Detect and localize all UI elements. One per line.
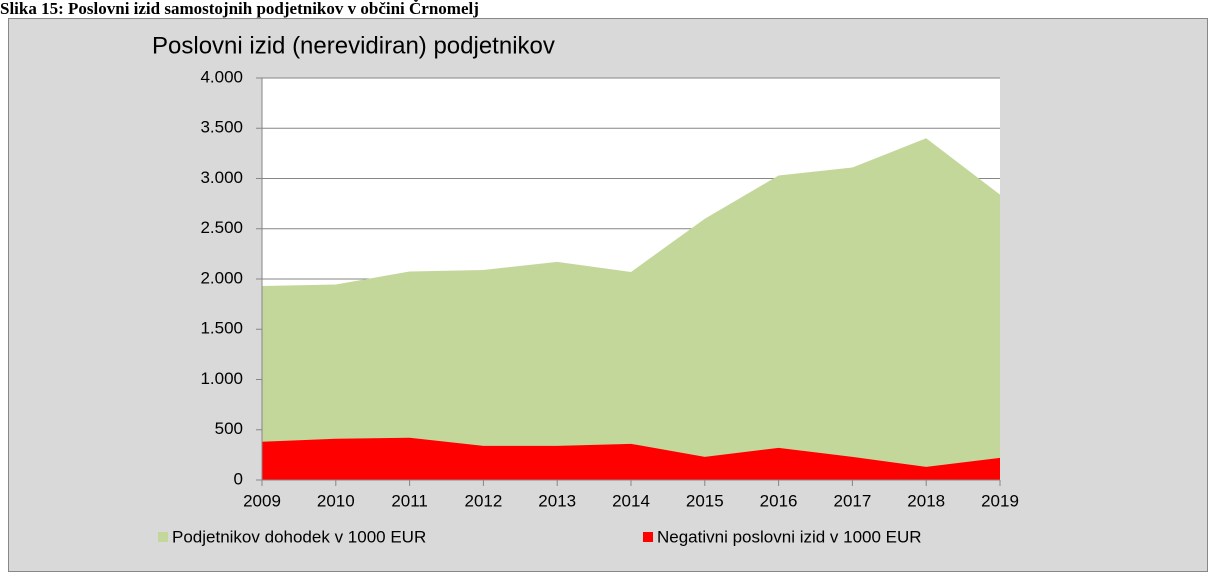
- y-tick-label: 500: [215, 419, 243, 438]
- x-tick-label: 2011: [391, 491, 428, 510]
- area: [262, 437, 1000, 480]
- y-tick-label: 1.500: [200, 319, 243, 338]
- legend-label: Podjetnikov dohodek v 1000 EUR: [172, 527, 426, 546]
- x-tick-label: 2014: [612, 491, 650, 510]
- y-tick-label: 2.500: [200, 218, 243, 237]
- x-tick-label: 2012: [464, 491, 502, 510]
- chart-title: Poslovni izid (nerevidiran) podjetnikov: [152, 32, 555, 59]
- y-tick-label: 2.000: [200, 268, 243, 287]
- x-tick-label: 2017: [833, 491, 871, 510]
- x-tick-label: 2010: [317, 491, 355, 510]
- y-tick-label: 0: [234, 469, 243, 488]
- x-tick-label: 2018: [907, 491, 945, 510]
- area: [262, 138, 1000, 481]
- x-tick-label: 2019: [981, 491, 1019, 510]
- legend-swatch: [158, 532, 168, 542]
- caption: Slika 15: Poslovni izid samostojnih podj…: [0, 0, 479, 18]
- x-tick-label: 2016: [760, 491, 798, 510]
- x-tick-label: 2009: [243, 491, 281, 510]
- y-tick-label: 3.000: [200, 168, 243, 187]
- legend-label: Negativni poslovni izid v 1000 EUR: [657, 527, 922, 546]
- x-tick-label: 2013: [538, 491, 576, 510]
- y-tick-label: 3.500: [200, 118, 243, 137]
- x-tick-label: 2015: [686, 491, 724, 510]
- y-tick-label: 1.000: [200, 369, 243, 388]
- legend-swatch: [643, 532, 653, 542]
- y-tick-label: 4.000: [200, 67, 243, 86]
